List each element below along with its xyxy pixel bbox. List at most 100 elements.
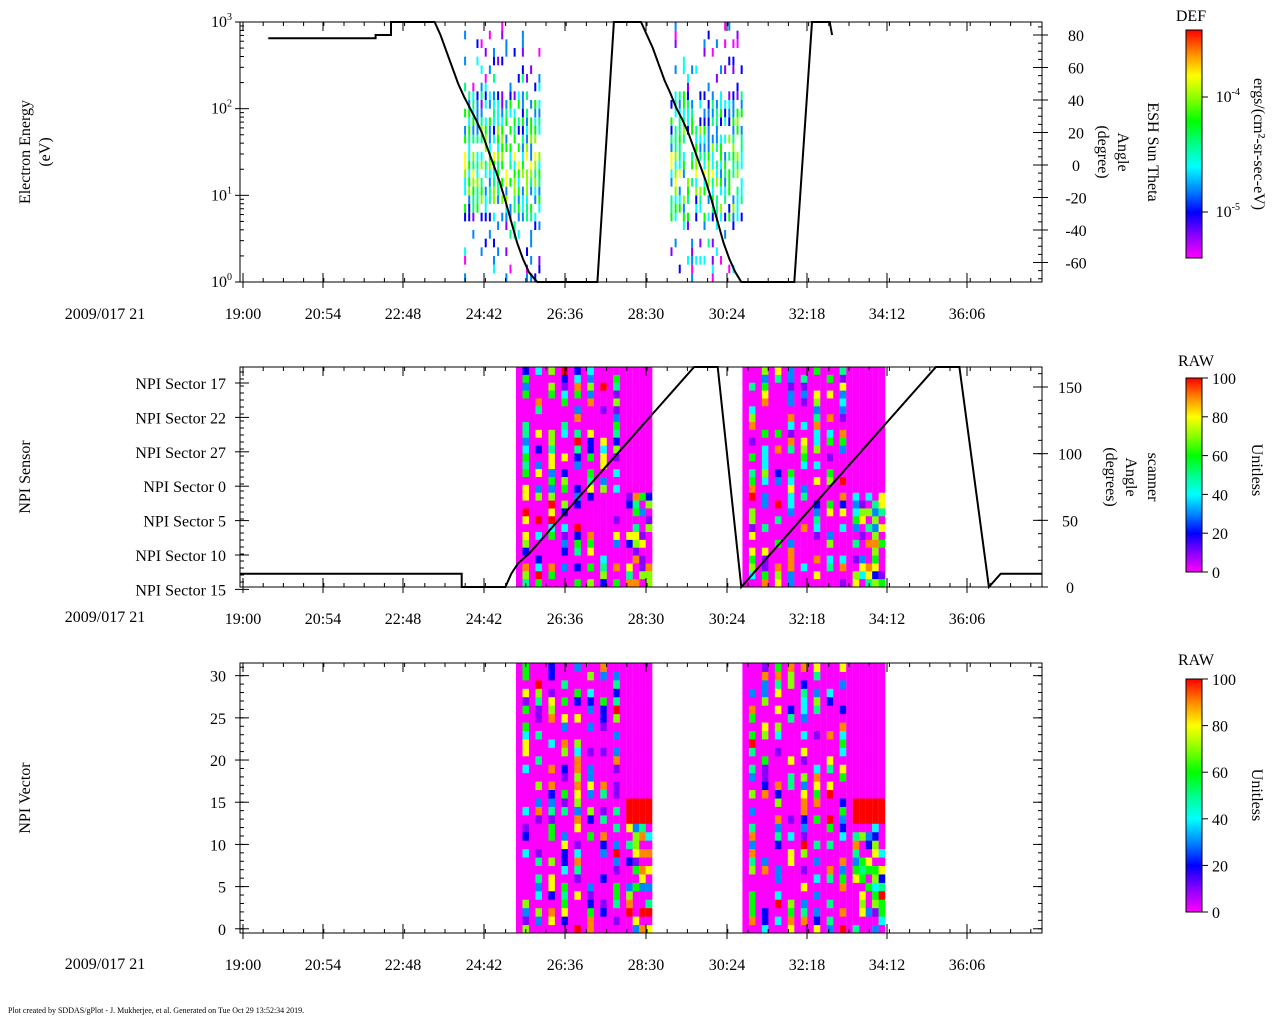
sensor-cell xyxy=(645,406,653,415)
vector-cell xyxy=(800,840,808,850)
vector-cell xyxy=(574,755,581,765)
sensor-cell xyxy=(865,445,873,454)
sensor-cell xyxy=(859,579,866,588)
sensor-cell xyxy=(619,555,627,564)
sensor-cell xyxy=(645,508,653,517)
spectrum-cell xyxy=(682,152,685,161)
y-tick-label: NPI Sector 5 xyxy=(143,514,226,531)
vector-cell xyxy=(606,755,614,765)
vector-cell xyxy=(755,857,763,866)
vector-cell xyxy=(781,738,788,748)
vector-cell xyxy=(742,747,750,757)
y-tick-label: NPI Sector 10 xyxy=(135,548,226,565)
sensor-cell xyxy=(567,579,575,588)
vector-cell xyxy=(833,772,840,782)
spectrum-cell xyxy=(484,100,487,109)
sensor-cell xyxy=(865,477,873,486)
vector-cell xyxy=(800,848,808,858)
sensor-cell xyxy=(761,579,769,588)
sensor-cell xyxy=(639,539,646,549)
spectrum-cell xyxy=(476,100,479,109)
spectrum-cell xyxy=(728,178,731,187)
vector-cell xyxy=(859,688,866,698)
sensor-cell xyxy=(839,539,847,549)
vector-cell xyxy=(839,798,847,807)
vector-cell xyxy=(574,899,581,909)
vector-cell xyxy=(606,781,614,791)
sensor-cell xyxy=(839,477,847,486)
vector-cell xyxy=(774,924,782,934)
vector-cell xyxy=(748,882,756,892)
vector-cell xyxy=(787,722,795,731)
vector-cell xyxy=(645,705,653,715)
vector-cell xyxy=(567,882,575,892)
sensor-cell xyxy=(541,367,549,376)
spectrum-cell xyxy=(732,195,735,204)
sensor-cell xyxy=(846,382,853,392)
sensor-cell xyxy=(548,532,556,541)
vector-cell xyxy=(781,806,788,816)
sensor-cell xyxy=(820,406,827,415)
sensor-cell xyxy=(813,524,821,533)
vector-cell xyxy=(846,738,853,748)
spectrum-cell xyxy=(530,134,533,144)
vector-cell xyxy=(859,679,866,689)
vector-cell xyxy=(820,916,827,926)
vector-cell xyxy=(554,831,562,841)
y-tick-label: 103 xyxy=(211,12,232,31)
sensor-cell xyxy=(859,516,866,525)
vector-cell xyxy=(846,663,853,672)
vector-cell xyxy=(807,738,814,748)
vector-cell xyxy=(768,865,775,875)
sensor-cell xyxy=(587,492,594,502)
spectrum-cell xyxy=(740,178,743,187)
vector-cell xyxy=(742,679,750,689)
spectrum-cell xyxy=(682,195,685,204)
spectrum-cell xyxy=(732,100,735,109)
x-tick-label: 36:06 xyxy=(949,611,985,628)
sensor-cell xyxy=(600,571,607,580)
sensor-cell xyxy=(768,532,775,541)
spectrum-cell xyxy=(509,152,512,161)
sensor-cell xyxy=(567,453,575,462)
spectrum-cell xyxy=(468,126,471,135)
vector-cell xyxy=(561,907,568,917)
sensor-cell xyxy=(839,445,847,454)
vector-cell xyxy=(781,823,788,833)
spectrum-cell xyxy=(736,152,739,161)
spectrum-cell xyxy=(521,152,524,161)
spectrum-cell xyxy=(670,195,673,204)
spectrum-cell xyxy=(732,221,735,230)
spectrum-cell xyxy=(517,91,520,100)
vector-cell xyxy=(761,916,769,926)
sensor-cell xyxy=(600,382,607,392)
sensor-cell xyxy=(561,571,568,580)
sensor-cell xyxy=(794,532,801,541)
spectrum-cell xyxy=(720,212,723,222)
sensor-cell xyxy=(794,453,801,462)
sensor-cell xyxy=(813,508,821,517)
sensor-cell xyxy=(619,453,627,462)
vector-cell xyxy=(522,848,530,858)
vector-cell xyxy=(800,730,808,740)
sensor-cell xyxy=(535,477,543,486)
vector-cell xyxy=(768,738,775,748)
sensor-cell xyxy=(632,508,640,517)
vector-cell xyxy=(872,671,879,681)
vector-cell xyxy=(742,873,750,883)
sensor-cell xyxy=(574,555,581,564)
vector-cell xyxy=(548,722,556,731)
vector-cell xyxy=(820,755,827,765)
vector-cell xyxy=(593,713,601,723)
sensor-cell xyxy=(535,524,543,533)
sensor-cell xyxy=(522,484,530,494)
vector-cell xyxy=(574,840,581,850)
spectrum-cell xyxy=(715,126,718,135)
spectrum-cell xyxy=(699,143,702,152)
spectrum-cell xyxy=(732,91,735,100)
vector-cell xyxy=(535,747,543,757)
sensor-cell xyxy=(587,547,594,557)
sensor-cell xyxy=(833,484,840,494)
sensor-cell xyxy=(619,445,627,454)
vector-cell xyxy=(619,781,627,791)
